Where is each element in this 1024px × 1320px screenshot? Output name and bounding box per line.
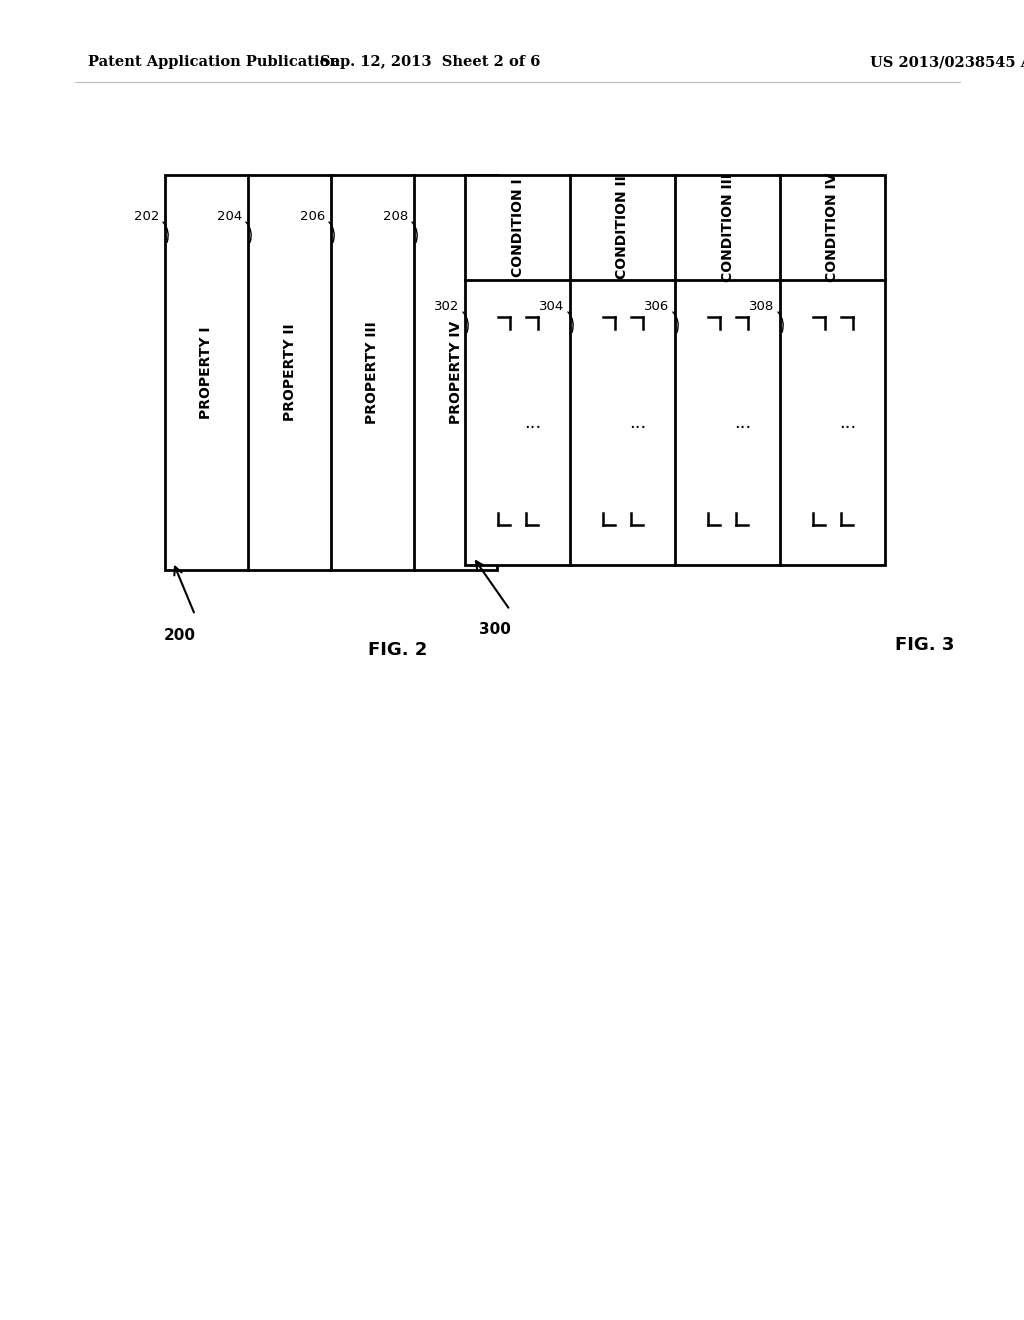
Text: ...: ... bbox=[734, 413, 752, 432]
Text: CONDITION II: CONDITION II bbox=[615, 176, 630, 280]
Text: 202: 202 bbox=[133, 210, 159, 223]
Text: PROPERTY I: PROPERTY I bbox=[200, 326, 213, 418]
Text: 204: 204 bbox=[217, 210, 242, 223]
Text: ...: ... bbox=[524, 413, 541, 432]
Bar bbox=[465, 176, 885, 565]
Text: 302: 302 bbox=[433, 301, 459, 314]
Text: 300: 300 bbox=[479, 623, 511, 638]
Text: ...: ... bbox=[839, 413, 856, 432]
Text: 308: 308 bbox=[749, 301, 774, 314]
Text: 200: 200 bbox=[164, 627, 196, 643]
Text: FIG. 3: FIG. 3 bbox=[895, 636, 954, 653]
Text: CONDITION IV: CONDITION IV bbox=[825, 173, 840, 282]
Text: PROPERTY IV: PROPERTY IV bbox=[449, 321, 463, 424]
Bar bbox=[165, 176, 497, 570]
Text: US 2013/0238545 A1: US 2013/0238545 A1 bbox=[870, 55, 1024, 69]
Text: 304: 304 bbox=[539, 301, 564, 314]
Text: CONDITION I: CONDITION I bbox=[511, 178, 524, 277]
Text: Sep. 12, 2013  Sheet 2 of 6: Sep. 12, 2013 Sheet 2 of 6 bbox=[319, 55, 541, 69]
Text: FIG. 2: FIG. 2 bbox=[368, 642, 427, 659]
Text: 306: 306 bbox=[644, 301, 669, 314]
Text: 206: 206 bbox=[300, 210, 325, 223]
Text: PROPERTY II: PROPERTY II bbox=[283, 323, 297, 421]
Text: PROPERTY III: PROPERTY III bbox=[366, 321, 380, 424]
Text: Patent Application Publication: Patent Application Publication bbox=[88, 55, 340, 69]
Text: ...: ... bbox=[629, 413, 646, 432]
Text: CONDITION III: CONDITION III bbox=[721, 173, 734, 282]
Text: 208: 208 bbox=[383, 210, 408, 223]
